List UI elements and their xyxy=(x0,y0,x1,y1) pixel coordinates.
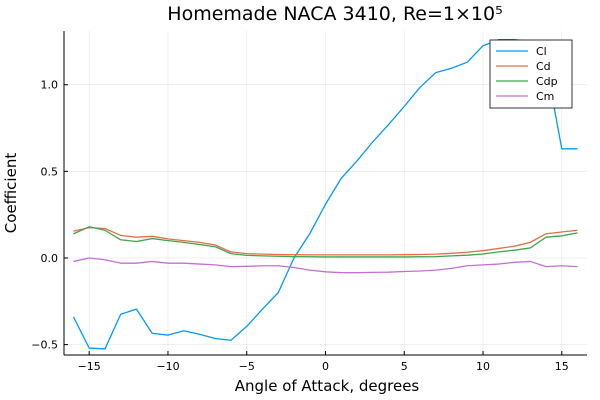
legend-box xyxy=(489,39,573,109)
y-tick-label: 0.5 xyxy=(41,165,59,178)
x-tick-label: −5 xyxy=(239,360,255,373)
x-tick-label: −10 xyxy=(156,360,179,373)
x-tick-label: 0 xyxy=(322,360,329,373)
y-tick-label: −0.5 xyxy=(31,339,58,352)
legend: Cl Cd Cdp Cm xyxy=(489,39,573,109)
series-line-cdp xyxy=(73,226,578,258)
x-tick-label: 10 xyxy=(476,360,490,373)
legend-label-cdp: Cdp xyxy=(536,75,558,88)
chart-title: Homemade NACA 3410, Re=1×10⁵ xyxy=(167,3,502,25)
y-axis-label: Coefficient xyxy=(2,153,20,234)
y-tick-label: 1.0 xyxy=(41,79,59,92)
x-axis-label: Angle of Attack, degrees xyxy=(235,377,420,395)
y-tick-label: 0.0 xyxy=(41,252,59,265)
legend-label-cd: Cd xyxy=(536,60,551,73)
legend-label-cl: Cl xyxy=(536,45,547,58)
legend-label-cm: Cm xyxy=(536,90,554,103)
series-line-cm xyxy=(73,257,578,274)
x-tick-label: 15 xyxy=(555,360,569,373)
x-tick-label: −15 xyxy=(78,360,101,373)
x-tick-label: 5 xyxy=(401,360,408,373)
series-line-cd xyxy=(73,226,578,256)
